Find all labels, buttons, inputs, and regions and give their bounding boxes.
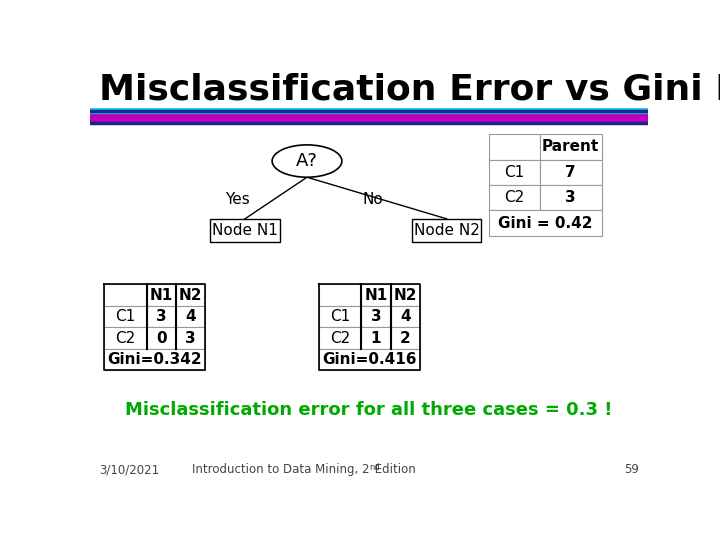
Text: 2: 2 <box>400 330 411 346</box>
Text: 0: 0 <box>156 330 166 346</box>
Text: Gini=0.342: Gini=0.342 <box>107 352 202 367</box>
Bar <box>489 159 539 185</box>
Text: 59: 59 <box>624 463 639 476</box>
Bar <box>391 284 420 306</box>
Bar <box>412 219 482 242</box>
Bar <box>104 327 147 349</box>
Text: 3: 3 <box>371 309 382 324</box>
Bar <box>489 211 601 236</box>
Text: N2: N2 <box>179 287 202 302</box>
Bar <box>176 327 205 349</box>
Bar <box>210 219 280 242</box>
Ellipse shape <box>272 145 342 177</box>
Bar <box>361 306 391 327</box>
Text: Node N2: Node N2 <box>413 223 480 238</box>
Text: No: No <box>362 192 383 207</box>
Text: C2: C2 <box>115 330 135 346</box>
Text: Gini=0.416: Gini=0.416 <box>322 352 417 367</box>
Text: 1: 1 <box>371 330 381 346</box>
Text: A?: A? <box>296 152 318 170</box>
Text: Parent: Parent <box>542 139 599 154</box>
Bar <box>176 284 205 306</box>
Text: C2: C2 <box>504 190 524 205</box>
Text: 3: 3 <box>156 309 166 324</box>
Text: Yes: Yes <box>225 192 250 207</box>
Bar <box>391 306 420 327</box>
Bar <box>176 306 205 327</box>
Text: N1: N1 <box>364 287 387 302</box>
Bar <box>319 284 361 306</box>
Bar <box>489 185 539 211</box>
Text: 3: 3 <box>186 330 196 346</box>
Text: C1: C1 <box>504 165 524 180</box>
Bar <box>489 134 539 159</box>
Text: Node N1: Node N1 <box>212 223 278 238</box>
Text: 3/10/2021: 3/10/2021 <box>99 463 159 476</box>
Text: 7: 7 <box>565 165 576 180</box>
Bar <box>147 284 176 306</box>
Bar <box>539 134 601 159</box>
Bar <box>539 159 601 185</box>
Text: Misclassification error for all three cases = 0.3 !: Misclassification error for all three ca… <box>125 401 613 418</box>
Bar <box>539 185 601 211</box>
Bar <box>147 306 176 327</box>
Text: Edition: Edition <box>372 463 416 476</box>
Text: N2: N2 <box>394 287 417 302</box>
Bar <box>361 284 391 306</box>
Bar <box>391 327 420 349</box>
Bar <box>104 306 147 327</box>
Bar <box>361 327 391 349</box>
Bar <box>319 327 361 349</box>
Text: 4: 4 <box>186 309 196 324</box>
Text: N1: N1 <box>150 287 173 302</box>
Text: Gini = 0.42: Gini = 0.42 <box>498 215 593 231</box>
Text: C1: C1 <box>115 309 135 324</box>
Text: nd: nd <box>369 463 379 472</box>
Text: 3: 3 <box>565 190 576 205</box>
Bar <box>147 327 176 349</box>
Bar <box>319 306 361 327</box>
Text: C2: C2 <box>330 330 350 346</box>
Bar <box>104 349 205 370</box>
Bar <box>104 284 147 306</box>
Text: Introduction to Data Mining, 2: Introduction to Data Mining, 2 <box>192 463 369 476</box>
Text: C1: C1 <box>330 309 350 324</box>
Text: 4: 4 <box>400 309 410 324</box>
Text: Misclassification Error vs Gini Index: Misclassification Error vs Gini Index <box>99 72 720 106</box>
Bar <box>319 349 420 370</box>
